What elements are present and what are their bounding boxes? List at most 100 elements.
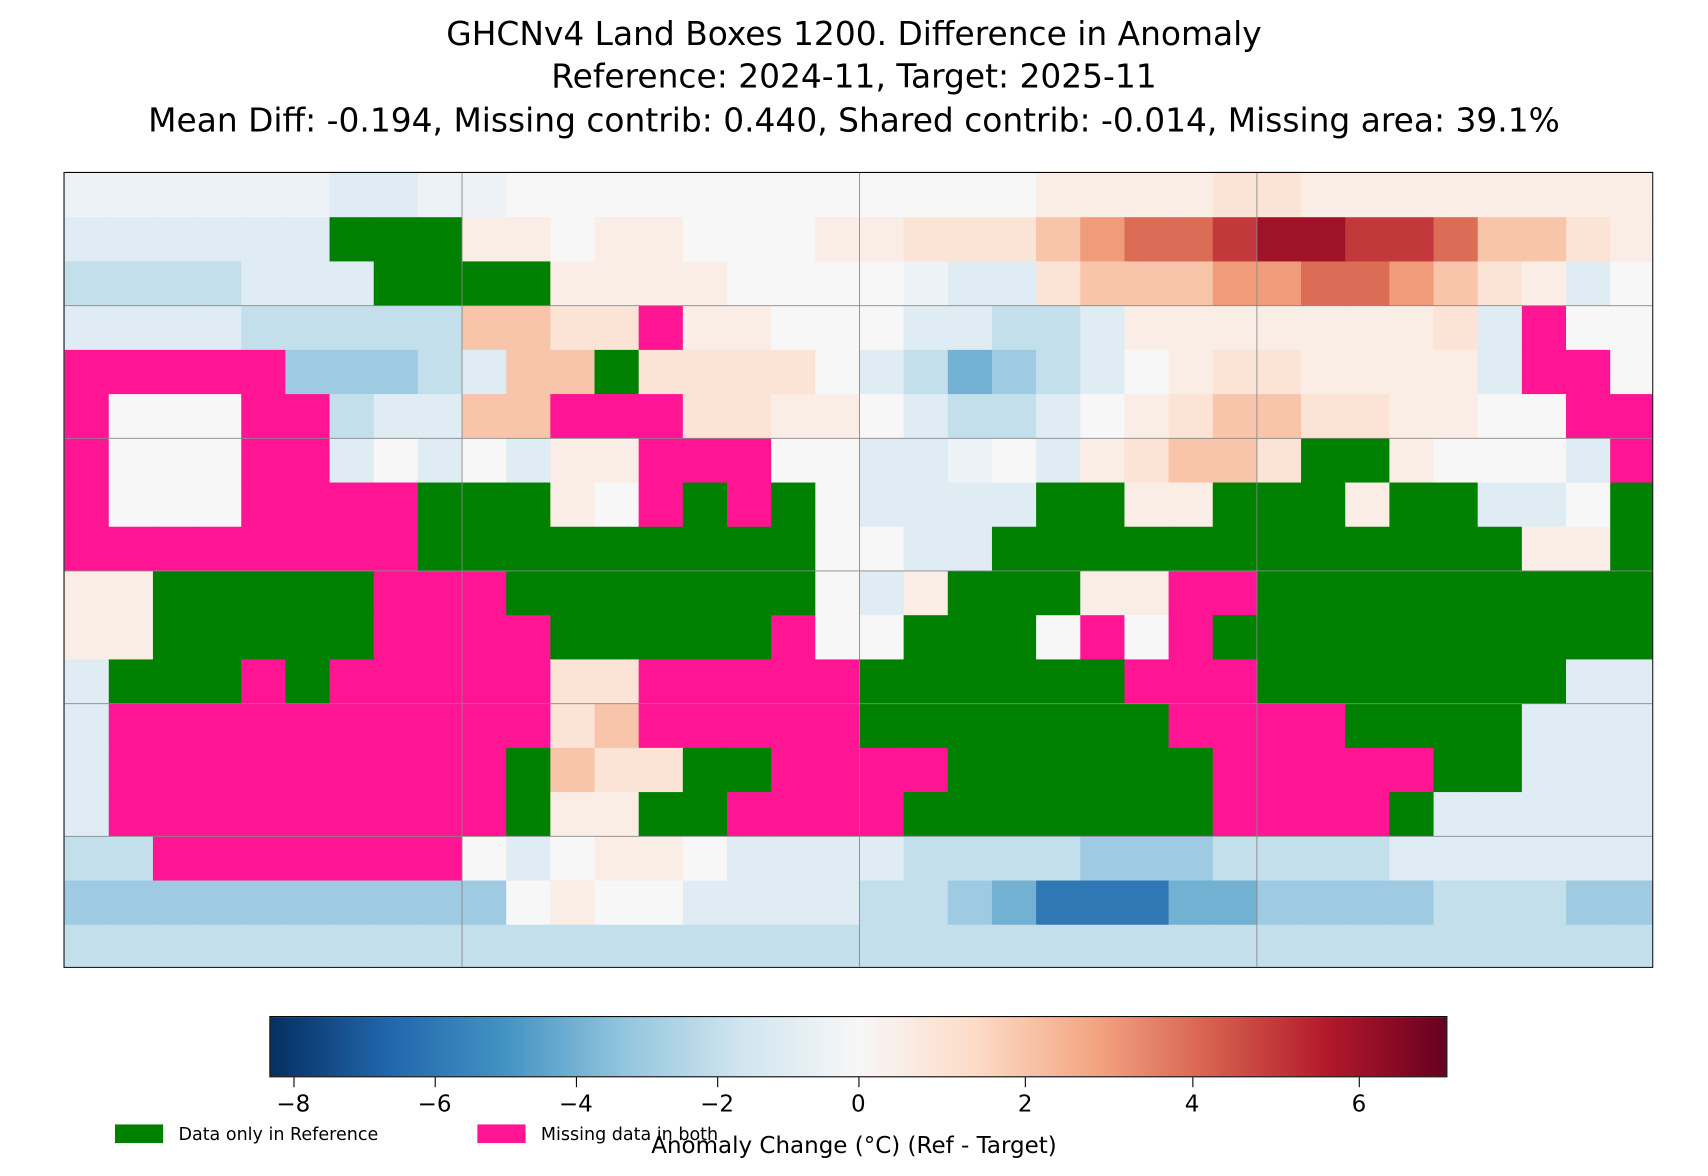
grid-cell: [1433, 615, 1479, 660]
grid-cell: [859, 880, 905, 926]
grid-cell: [1389, 570, 1435, 616]
grid-cell: [1168, 305, 1214, 351]
grid-cell: [682, 659, 728, 705]
grid-cell: [108, 438, 154, 484]
grid-cell: [462, 172, 507, 218]
grid-cell: [506, 261, 551, 307]
grid-cell: [1168, 394, 1214, 439]
grid-cell: [1124, 836, 1170, 882]
grid-cell: [771, 217, 816, 262]
grid-cell: [1433, 659, 1479, 705]
grid-cell: [594, 703, 640, 749]
grid-cell: [1566, 924, 1611, 967]
grid-cell: [1168, 438, 1214, 484]
grid-cell: [1610, 836, 1653, 882]
grid-cell: [815, 703, 861, 749]
grid-cell: [1168, 703, 1214, 749]
grid-cell: [594, 172, 640, 218]
grid-cell: [417, 394, 463, 439]
grid-cell: [903, 703, 949, 749]
grid-cell: [1566, 482, 1611, 528]
grid-cell: [1036, 526, 1081, 572]
grid-cell: [1345, 349, 1390, 395]
grid-cell: [1256, 305, 1302, 351]
grid-cell: [108, 880, 154, 926]
grid-cell: [903, 880, 949, 926]
grid-cell: [197, 526, 242, 572]
grid-cell: [1433, 261, 1479, 307]
grid-cell: [1477, 526, 1523, 572]
grid-cell: [506, 924, 551, 967]
grid-cell: [1301, 615, 1346, 660]
grid-cell: [903, 526, 949, 572]
grid-cell: [991, 615, 1037, 660]
grid-cell: [1433, 703, 1479, 749]
grid-cell: [815, 526, 861, 572]
grid-cell: [1521, 703, 1567, 749]
grid-cell: [1080, 482, 1125, 528]
grid-cell: [1212, 172, 1258, 218]
grid-cell: [1433, 349, 1479, 395]
grid-cell: [903, 482, 949, 528]
grid-cell: [638, 747, 684, 793]
grid-cell: [197, 659, 242, 705]
grid-cell: [1345, 703, 1390, 749]
map-grid: [64, 172, 1653, 967]
grid-cell: [1433, 792, 1479, 837]
grid-cell: [859, 703, 905, 749]
grid-cell: [1256, 880, 1302, 926]
grid-cell: [638, 659, 684, 705]
grid-cell: [462, 924, 507, 967]
grid-cell: [417, 217, 463, 262]
grid-cell: [285, 924, 331, 967]
grid-cell: [1345, 747, 1390, 793]
grid-cell: [815, 924, 861, 967]
colorbar-tick: [575, 1077, 577, 1088]
grid-cell: [550, 482, 596, 528]
grid-cell: [1124, 349, 1170, 395]
grid-cell: [1301, 482, 1346, 528]
grid-cell: [1566, 880, 1611, 926]
grid-cell: [859, 349, 905, 395]
grid-cell: [1168, 836, 1214, 882]
grid-cell: [1168, 880, 1214, 926]
grid-cell: [329, 570, 375, 616]
grid-cell: [64, 438, 110, 484]
grid-cell: [682, 261, 728, 307]
grid-cell: [64, 261, 110, 307]
grid-cell: [241, 703, 286, 749]
grid-cell: [594, 924, 640, 967]
grid-cell: [594, 659, 640, 705]
grid-cell: [152, 482, 198, 528]
grid-cell: [903, 924, 949, 967]
grid-cell: [991, 394, 1037, 439]
grid-cell: [682, 172, 728, 218]
grid-cell: [197, 349, 242, 395]
grid-cell: [1301, 880, 1346, 926]
grid-cell: [1212, 526, 1258, 572]
grid-cell: [285, 526, 331, 572]
grid-cell: [859, 924, 905, 967]
grid-cell: [417, 747, 463, 793]
grid-cell: [462, 615, 507, 660]
grid-cell: [285, 880, 331, 926]
grid-cell: [550, 792, 596, 837]
grid-cell: [638, 570, 684, 616]
grid-cell: [638, 349, 684, 395]
grid-cell: [506, 172, 551, 218]
grid-cell: [1610, 482, 1653, 528]
grid-cell: [1124, 261, 1170, 307]
grid-cell: [991, 747, 1037, 793]
grid-cell: [373, 659, 419, 705]
grid-cell: [1345, 659, 1390, 705]
grid-cell: [815, 482, 861, 528]
grid-cell: [638, 836, 684, 882]
grid-cell: [726, 482, 772, 528]
grid-cell: [1521, 659, 1567, 705]
grid-cell: [550, 526, 596, 572]
grid-cell: [594, 747, 640, 793]
grid-cell: [859, 836, 905, 882]
grid-cell: [1124, 924, 1170, 967]
grid-cell: [1036, 615, 1081, 660]
grid-cell: [329, 305, 375, 351]
